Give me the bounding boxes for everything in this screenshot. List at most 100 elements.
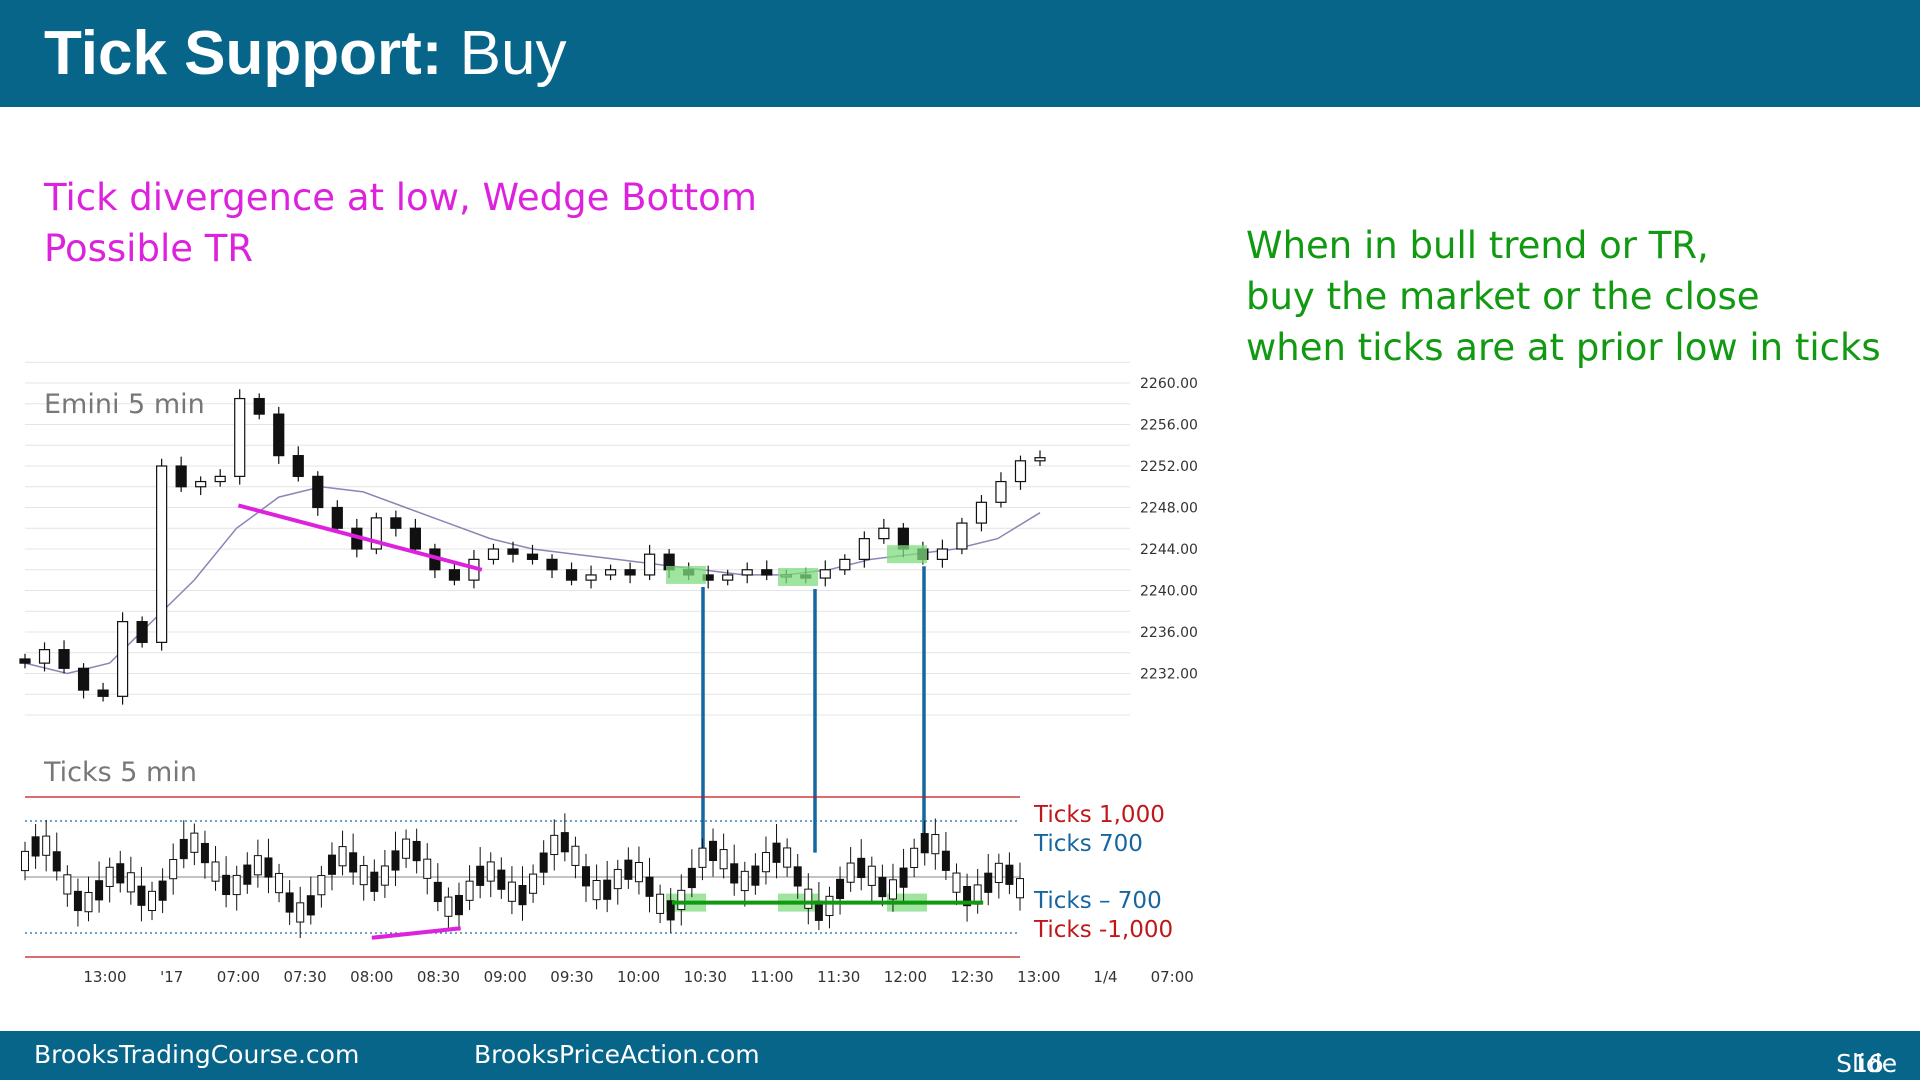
tick-candle [317, 875, 326, 896]
x-axis-ticks: 13:00 '17 07:00 07:30 08:00 08:30 09:00 09:30 10… [83, 968, 1193, 986]
tick-candle [296, 902, 305, 923]
price-candle [1014, 460, 1027, 483]
footer-bar: BrooksTradingCourse.com BrooksPriceActio… [0, 1031, 1920, 1080]
tick-candle [349, 852, 358, 873]
price-candle [234, 397, 246, 477]
x-tick-label: '17 [160, 968, 183, 986]
price-y-axis: 2260.00 2256.00 2252.00 2248.00 2244.00 2240.… [1140, 376, 1198, 683]
x-tick-label: 07:00 [217, 968, 260, 986]
tick-candle [444, 896, 453, 917]
price-candle [409, 527, 421, 550]
x-tick-label: 08:00 [350, 968, 393, 986]
footer-site-1[interactable]: BrooksTradingCourse.com [34, 1040, 360, 1069]
tick-candle [624, 859, 633, 880]
slide-title: Tick Support: Buy [44, 18, 567, 89]
tick-candle [359, 864, 368, 886]
tick-candle [804, 888, 813, 909]
tick-candle [486, 861, 495, 882]
price-tick-label: 2232.00 [1140, 667, 1198, 683]
price-tick-label: 2252.00 [1140, 459, 1198, 475]
tick-candle [169, 859, 178, 880]
note-right-line-1: When in bull trend or TR, [1246, 224, 1709, 267]
tick-candle [645, 876, 654, 897]
price-candle [936, 548, 949, 560]
annotation-right: When in bull trend or TR, buy the market… [1246, 220, 1881, 373]
price-candle [995, 480, 1007, 503]
price-candle [741, 569, 753, 576]
tick-candle [137, 885, 146, 906]
tick-candle [1005, 864, 1014, 885]
price-candle [390, 517, 402, 529]
tick-candle [433, 881, 442, 903]
price-candle [565, 569, 578, 581]
price-candle [1034, 457, 1046, 462]
price-candle [546, 558, 558, 571]
x-tick-label: 13:00 [1017, 968, 1060, 986]
tick-candle [730, 863, 739, 884]
tick-candle [222, 874, 231, 896]
slide-number: Slide 16 [1836, 1040, 1897, 1078]
price-candle [331, 506, 343, 529]
price-candle [507, 548, 519, 555]
tick-candle [338, 846, 347, 867]
x-tick-label: 10:30 [684, 968, 727, 986]
tick-candle [783, 847, 792, 868]
tick-candle [571, 845, 580, 866]
price-tick-label: 2256.00 [1140, 418, 1198, 434]
tick-candle [931, 834, 940, 855]
tick-candle [518, 884, 527, 906]
tick-candle [380, 865, 389, 886]
tick-candle [84, 892, 93, 913]
tick-candle [592, 879, 601, 901]
note-left-line-1: Tick divergence at low, Wedge Bottom [44, 176, 757, 219]
price-candle [214, 475, 226, 483]
price-candle [722, 574, 734, 581]
tick-candle [941, 850, 950, 871]
x-tick-label: 09:00 [484, 968, 527, 986]
price-candle [116, 621, 129, 697]
x-tick-label: 1/4 [1093, 968, 1117, 986]
tick-candle [687, 867, 696, 889]
footer-site-2[interactable]: BrooksPriceAction.com [474, 1040, 760, 1069]
tick-level-label: Ticks 700 [1033, 831, 1143, 857]
tick-candle [275, 872, 284, 894]
tick-candle [603, 879, 612, 900]
price-candle [77, 667, 90, 691]
price-gridlines [25, 361, 1130, 716]
price-ticks-chart: Emini 5 min 2260.00 2256.00 2252.00 2248.00… [19, 361, 1198, 986]
price-candle [370, 517, 382, 550]
tick-candle [846, 862, 855, 883]
title-bar: Tick Support: Buy [0, 0, 1920, 107]
tick-candle [42, 835, 51, 856]
price-candle [175, 465, 187, 488]
ticks-panel-label: Ticks 5 min [43, 757, 197, 788]
price-highlight-box [778, 568, 818, 587]
tick-candle [984, 872, 993, 893]
price-candle [604, 569, 617, 576]
tick-candle [497, 869, 506, 890]
tick-candles [21, 813, 1024, 939]
tick-candle [105, 866, 114, 887]
price-candle [448, 569, 461, 581]
tick-candle [306, 895, 315, 916]
tick-candle [327, 854, 336, 875]
price-tick-label: 2244.00 [1140, 542, 1198, 558]
tick-candle [550, 834, 559, 856]
tick-candle [751, 865, 760, 886]
tick-candle [95, 880, 104, 901]
x-tick-label: 11:00 [750, 968, 793, 986]
price-candle [156, 465, 168, 643]
title-rest: Buy [442, 19, 567, 88]
tick-candle [920, 833, 929, 854]
tick-divergence-line [371, 926, 461, 940]
tick-candle [994, 862, 1003, 884]
x-tick-label: 07:00 [1151, 968, 1194, 986]
price-candle [839, 558, 851, 571]
tick-candle [719, 849, 728, 870]
note-right-line-3: when ticks are at prior low in ticks [1246, 326, 1881, 369]
tick-candle [423, 858, 432, 879]
tick-candle [211, 861, 220, 882]
tick-level-labels: Ticks 1,000 Ticks 700 Ticks – 700 Ticks -1,… [1033, 802, 1173, 943]
price-candle [956, 522, 968, 550]
connector-lines [701, 566, 926, 853]
